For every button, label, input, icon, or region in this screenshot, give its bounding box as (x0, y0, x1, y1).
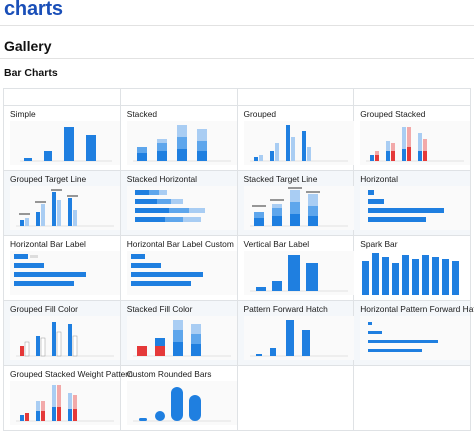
gallery-link-grouped[interactable]: Grouped (243, 109, 277, 119)
gallery-cell[interactable]: Stacked Target Line (236, 170, 355, 236)
thumb-grouped-target-line[interactable] (10, 186, 120, 230)
section-title: Bar Charts (4, 67, 58, 79)
gallery-link-horizontal-pattern-forward-hatch[interactable]: Horizontal Pattern Forward Hatch (360, 304, 474, 314)
gallery-link-simple[interactable]: Simple (10, 109, 36, 119)
thumb-stacked-target-line[interactable] (243, 186, 354, 230)
table-row: Simple Stacked (3, 105, 471, 171)
thumb-grouped[interactable] (243, 121, 354, 165)
gallery-cell[interactable]: Horizontal (353, 170, 471, 236)
thumb-spark-bar[interactable] (360, 251, 471, 295)
gallery-table: Simple Stacked (3, 88, 474, 431)
divider (0, 58, 474, 59)
gallery-cell[interactable]: Grouped Stacked (353, 105, 471, 171)
table-row: Grouped Stacked Weight Pattern Custom Ro… (3, 365, 471, 431)
gallery-cell[interactable]: Grouped Stacked Weight Pattern (3, 365, 133, 431)
thumb-custom-rounded-bars[interactable] (126, 381, 237, 425)
gallery-link-vertical-bar-label[interactable]: Vertical Bar Label (243, 239, 310, 249)
table-header-cell (119, 88, 238, 106)
table-header-cell (353, 88, 471, 106)
thumb-simple[interactable] (10, 121, 120, 165)
thumb-stacked[interactable] (126, 121, 237, 165)
table-row: Horizontal Bar Label Horizontal Bar Labe… (3, 235, 471, 301)
gallery-cell[interactable]: Grouped Fill Color (3, 300, 121, 366)
table-header-cell (236, 88, 355, 106)
gallery-cell[interactable]: Horizontal Bar Label (3, 235, 121, 301)
gallery-link-grouped-stacked[interactable]: Grouped Stacked (360, 109, 426, 119)
table-row: Grouped Fill Color Stacked Fill Color (3, 300, 474, 366)
thumb-stacked-horizontal[interactable] (126, 186, 237, 230)
gallery-link-grouped-target-line[interactable]: Grouped Target Line (10, 174, 87, 184)
table-header-row (3, 88, 471, 106)
gallery-link-pattern-forward-hatch[interactable]: Pattern Forward Hatch (243, 304, 328, 314)
gallery-cell[interactable]: Horizontal Pattern Forward Hatch (353, 300, 474, 366)
gallery-cell[interactable]: Pattern Forward Hatch (236, 300, 355, 366)
gallery-link-spark-bar[interactable]: Spark Bar (360, 239, 398, 249)
table-header-cell (3, 88, 121, 106)
gallery-link-grouped-fill-color[interactable]: Grouped Fill Color (10, 304, 78, 314)
gallery-link-stacked-target-line[interactable]: Stacked Target Line (243, 174, 318, 184)
gallery-cell[interactable]: Simple (3, 105, 121, 171)
gallery-cell[interactable]: Stacked Horizontal (119, 170, 238, 236)
gallery-link-stacked-fill-color[interactable]: Stacked Fill Color (126, 304, 193, 314)
thumb-horizontal[interactable] (360, 186, 471, 230)
thumb-grouped-stacked[interactable] (360, 121, 471, 165)
gallery-cell[interactable]: Custom Rounded Bars (119, 365, 238, 431)
gallery-cell[interactable]: Stacked Fill Color (119, 300, 238, 366)
gallery-link-grouped-stacked-weight-pattern[interactable]: Grouped Stacked Weight Pattern (10, 369, 133, 379)
thumb-horizontal-bar-label-custom[interactable] (126, 251, 237, 295)
thumb-vertical-bar-label[interactable] (243, 251, 354, 295)
thumb-grouped-fill-color[interactable] (10, 316, 120, 360)
page-title: Gallery (4, 38, 52, 54)
divider (0, 25, 474, 26)
gallery-cell[interactable]: Grouped Target Line (3, 170, 121, 236)
gallery-link-horizontal-bar-label-custom[interactable]: Horizontal Bar Label Custom (126, 239, 234, 249)
gallery-cell[interactable]: Vertical Bar Label (236, 235, 355, 301)
thumb-horizontal-pattern-forward-hatch[interactable] (360, 316, 471, 360)
gallery-link-stacked[interactable]: Stacked (126, 109, 158, 119)
gallery-cell-empty (236, 365, 355, 431)
gallery-link-horizontal-bar-label[interactable]: Horizontal Bar Label (10, 239, 86, 249)
thumb-horizontal-bar-label[interactable] (10, 251, 120, 295)
table-row: Grouped Target Line Stacked Horizontal (3, 170, 471, 236)
gallery-cell[interactable]: Stacked (119, 105, 238, 171)
gallery-link-stacked-horizontal[interactable]: Stacked Horizontal (126, 174, 198, 184)
site-title[interactable]: charts (4, 0, 63, 20)
gallery-cell-empty (353, 365, 471, 431)
thumb-grouped-stacked-weight-pattern[interactable] (10, 381, 120, 425)
gallery-cell[interactable]: Horizontal Bar Label Custom (119, 235, 238, 301)
gallery-cell[interactable]: Grouped (236, 105, 355, 171)
thumb-stacked-fill-color[interactable] (126, 316, 237, 360)
gallery-cell[interactable]: Spark Bar (353, 235, 471, 301)
gallery-link-custom-rounded-bars[interactable]: Custom Rounded Bars (126, 369, 212, 379)
thumb-pattern-forward-hatch[interactable] (243, 316, 354, 360)
gallery-link-horizontal[interactable]: Horizontal (360, 174, 398, 184)
